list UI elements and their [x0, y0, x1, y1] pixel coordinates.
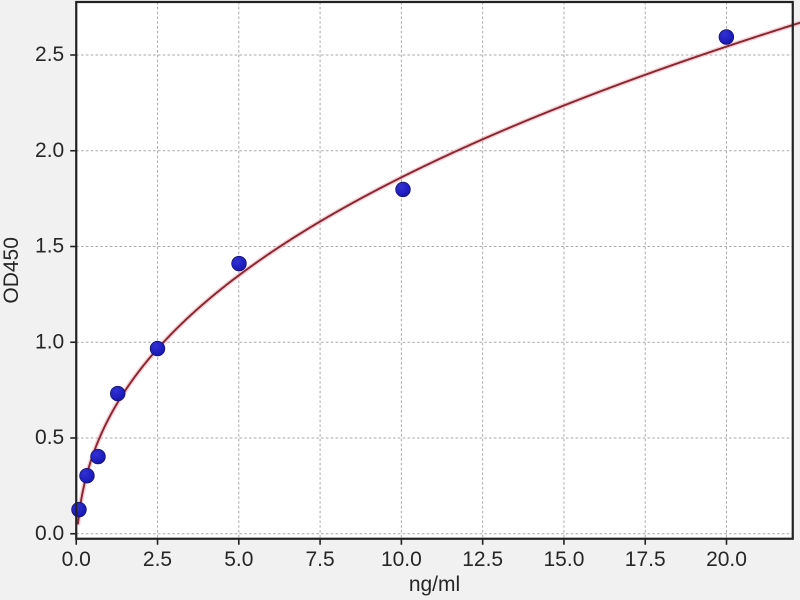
svg-text:2.5: 2.5: [143, 548, 172, 571]
svg-text:0.5: 0.5: [35, 426, 64, 449]
svg-text:1.0: 1.0: [35, 330, 64, 353]
svg-text:2.5: 2.5: [35, 43, 64, 66]
svg-text:1.5: 1.5: [35, 235, 64, 258]
svg-text:0.0: 0.0: [62, 548, 91, 571]
svg-text:0.0: 0.0: [35, 522, 64, 545]
svg-text:15.0: 15.0: [544, 548, 585, 571]
svg-text:17.5: 17.5: [625, 548, 666, 571]
svg-text:OD450: OD450: [0, 237, 23, 304]
svg-text:5.0: 5.0: [224, 548, 253, 571]
svg-text:7.5: 7.5: [305, 548, 334, 571]
svg-text:ng/ml: ng/ml: [409, 573, 460, 596]
svg-text:10.0: 10.0: [381, 548, 422, 571]
svg-text:20.0: 20.0: [706, 548, 747, 571]
svg-text:2.0: 2.0: [35, 139, 64, 162]
svg-text:12.5: 12.5: [462, 548, 503, 571]
